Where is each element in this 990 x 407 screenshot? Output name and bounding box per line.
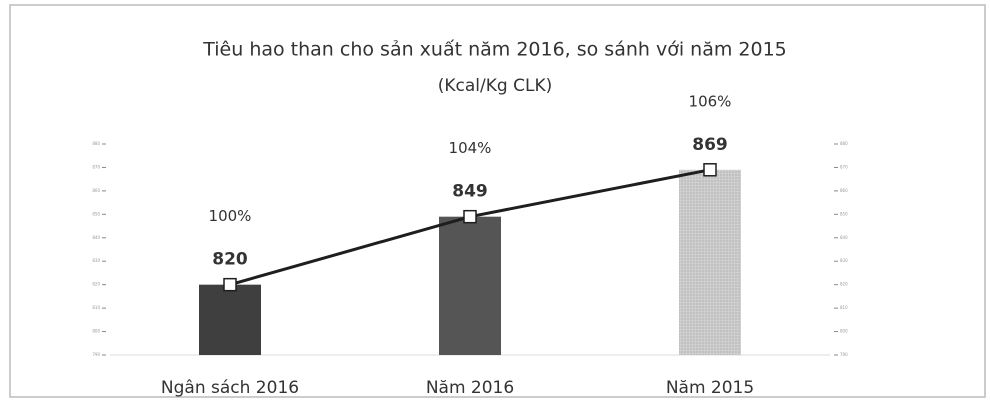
y-tick-label: 830 <box>92 258 100 263</box>
y2-tick-label: 830 <box>840 258 848 263</box>
x-tick-label: Năm 2016 <box>426 378 514 398</box>
bar <box>439 216 501 355</box>
y2-tick-label: 840 <box>840 235 848 240</box>
y2-tick-label: 810 <box>840 305 848 310</box>
y-tick-label: 810 <box>92 305 100 310</box>
line-marker <box>703 163 717 177</box>
bar <box>679 169 741 355</box>
y-tick-label: 840 <box>92 235 100 240</box>
y2-tick-label: 800 <box>840 329 848 334</box>
y-tick-label: 790 <box>92 352 100 357</box>
y2-tick-label: 870 <box>840 164 848 169</box>
y-tick-label: 880 <box>92 141 100 146</box>
bar <box>199 284 261 355</box>
y-tick-label: 800 <box>92 329 100 334</box>
percent-label: 100% <box>209 207 252 225</box>
y-tick-label: 860 <box>92 188 100 193</box>
chart-subtitle: (Kcal/Kg CLK) <box>438 76 552 96</box>
x-tick-label: Ngân sách 2016 <box>161 378 299 398</box>
value-label: 869 <box>692 135 728 155</box>
line-marker <box>223 277 237 292</box>
value-label: 849 <box>452 182 488 202</box>
y2-tick-label: 820 <box>840 282 848 287</box>
y-tick-label: 850 <box>92 211 100 216</box>
y2-tick-label: 790 <box>840 352 848 357</box>
value-label: 820 <box>212 250 248 270</box>
y2-tick-label: 860 <box>840 188 848 193</box>
percent-label: 106% <box>689 92 732 110</box>
percent-label: 104% <box>449 139 492 157</box>
y-tick-label: 870 <box>92 164 100 169</box>
chart-title: Tiêu hao than cho sản xuất năm 2016, so … <box>202 39 787 61</box>
y-tick-label: 820 <box>92 282 100 287</box>
x-tick-label: Năm 2015 <box>666 378 754 398</box>
y2-tick-label: 850 <box>840 211 848 216</box>
y2-tick-label: 880 <box>840 141 848 146</box>
line-marker <box>463 209 477 224</box>
